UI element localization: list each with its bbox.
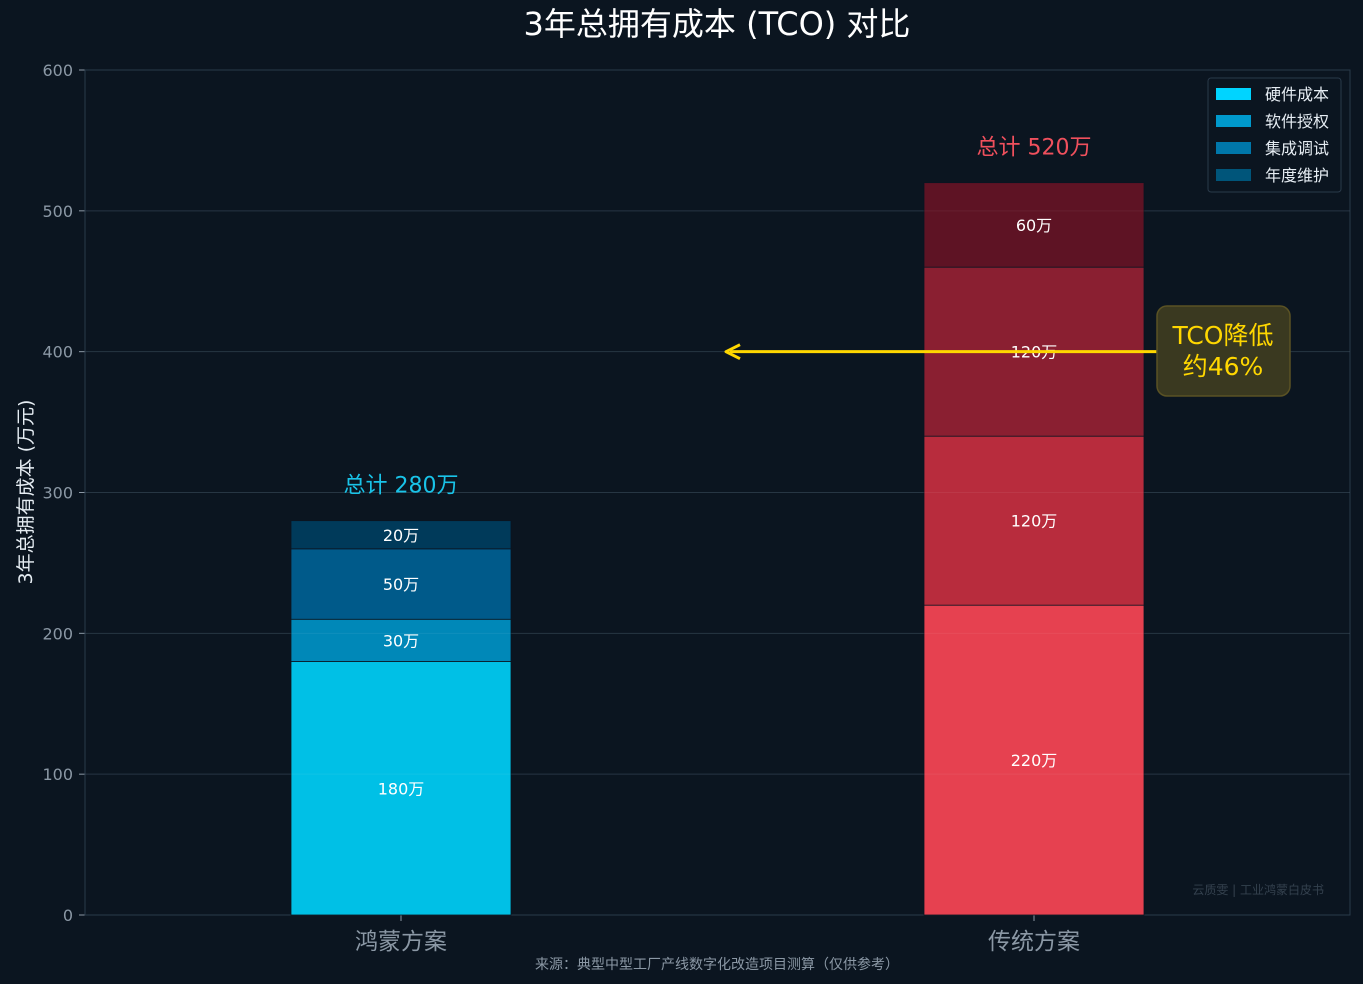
segment-value-label: 60万 — [1016, 216, 1052, 235]
annotation-box — [1156, 305, 1291, 397]
annotation-line-1: TCO降低 — [1172, 321, 1274, 350]
plot-frame — [84, 69, 1351, 916]
x-tick-label: 传统方案 — [988, 929, 1080, 955]
segment-value-label: 180万 — [378, 779, 425, 798]
segment-value-label: 30万 — [383, 631, 419, 650]
legend-entry: 硬件成本 — [1265, 85, 1329, 104]
chart-title: 3年总拥有成本 (TCO) 对比 — [524, 5, 911, 43]
annotation-line-2: 约46% — [1183, 352, 1264, 381]
y-tick-label: 500 — [42, 202, 73, 221]
annotation-arrow-head — [724, 343, 741, 361]
legend-swatch — [1216, 115, 1251, 127]
source-note: 来源：典型中型工厂产线数字化改造项目测算（仅供参考） — [535, 956, 899, 973]
y-tick-label: 300 — [42, 484, 73, 503]
legend-entry: 年度维护 — [1265, 166, 1329, 185]
y-tick-label: 100 — [42, 765, 73, 784]
legend-entry: 软件授权 — [1265, 112, 1329, 131]
bar-segment — [290, 520, 512, 550]
bar-segment — [923, 182, 1145, 268]
total-label: 总计 520万 — [977, 136, 1092, 161]
segment-value-label: 120万 — [1011, 512, 1058, 531]
y-tick-label: 200 — [42, 624, 73, 643]
y-tick-label: 400 — [42, 343, 73, 362]
y-axis-label: 3年总拥有成本 (万元) — [15, 400, 37, 585]
legend-swatch — [1216, 169, 1251, 181]
bar-segment — [290, 548, 512, 620]
segment-value-label: 20万 — [383, 526, 419, 545]
total-label: 总计 280万 — [344, 474, 459, 499]
bar-segment — [923, 604, 1145, 916]
bar-segment — [290, 661, 512, 916]
axes: 0 100 200 300 400 500 600 鸿蒙方案 传统方案 — [42, 61, 1351, 955]
x-tick-label: 鸿蒙方案 — [355, 929, 447, 955]
legend-swatch — [1216, 142, 1251, 154]
watermark: 云质雯 | 工业鸿蒙白皮书 — [1192, 882, 1324, 897]
legend-entry: 集成调试 — [1265, 139, 1329, 158]
y-tick-label: 0 — [63, 906, 73, 925]
legend-swatch — [1216, 88, 1251, 100]
segment-value-label: 50万 — [383, 575, 419, 594]
segment-value-label: 220万 — [1011, 751, 1058, 770]
y-tick-label: 600 — [42, 61, 73, 80]
legend-box — [1207, 77, 1342, 193]
bar-segment — [923, 435, 1145, 606]
